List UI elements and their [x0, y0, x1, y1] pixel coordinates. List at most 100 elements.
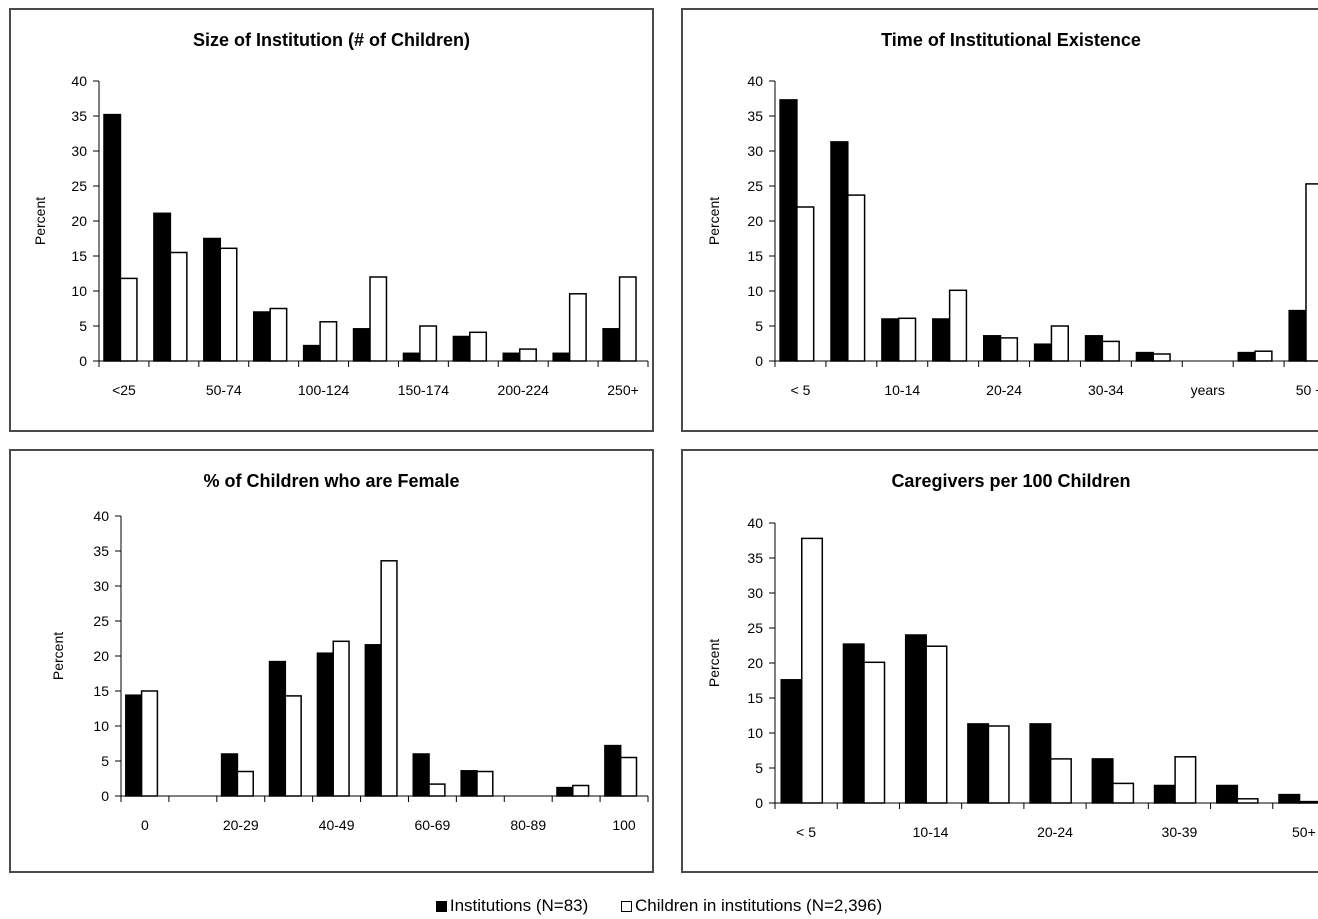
bar-children: [796, 206, 815, 362]
bar-institutions: [1216, 784, 1239, 804]
bar-institutions: [1237, 351, 1256, 362]
bar-institutions: [830, 141, 849, 362]
y-tick-label: 10: [71, 283, 87, 299]
x-tick-label: 50-74: [206, 382, 242, 398]
bar-children: [1305, 183, 1318, 362]
y-tick-label: 10: [747, 725, 763, 741]
legend-label-children: Children in institutions (N=2,396): [635, 895, 883, 915]
x-tick-label: years: [1191, 382, 1225, 398]
chart-title: % of Children who are Female: [203, 471, 459, 491]
legend-swatch-institutions: [435, 900, 447, 912]
y-axis-label: Percent: [50, 632, 66, 680]
bar-children: [380, 560, 398, 797]
bar-institutions: [556, 786, 574, 797]
legend-item-children: Children in institutions (N=2,396): [621, 896, 882, 916]
x-tick-label: 30-39: [1162, 824, 1198, 840]
bar-institutions: [1135, 351, 1155, 362]
bar-children: [219, 247, 238, 362]
chart-svg-caregivers-ratio: Caregivers per 100 Children Percent 0 5 10 15…: [706, 471, 1318, 840]
y-tick-label: 40: [93, 508, 109, 524]
x-tick-label: 60-69: [415, 817, 451, 833]
y-tick-label: 35: [747, 550, 763, 566]
bar-institutions: [932, 318, 951, 362]
bar-children: [801, 537, 824, 804]
bar-institutions: [1033, 343, 1053, 362]
y-tick-label: 35: [747, 108, 763, 124]
bar-children: [518, 348, 537, 362]
bar-institutions: [881, 318, 900, 362]
x-tick-label: 50+: [1292, 824, 1316, 840]
bar-children: [1101, 340, 1120, 362]
chart-svg-institution-size: Size of Institution (# of Children) Perce…: [32, 30, 649, 398]
bar-children: [568, 293, 587, 362]
bar-institutions: [203, 237, 222, 362]
bar-institutions: [452, 335, 471, 362]
y-tick-label: 0: [101, 788, 109, 804]
y-tick-label: 5: [755, 318, 763, 334]
bar-children: [284, 695, 302, 797]
y-tick-label: 20: [747, 213, 763, 229]
y-axis-label: Percent: [32, 197, 48, 245]
chart-svg-institutional-existence: Time of Institutional Existence Percent 0 5…: [706, 30, 1318, 398]
bar-children: [925, 645, 948, 804]
bar-institutions: [460, 770, 478, 797]
y-tick-label: 5: [79, 318, 87, 334]
x-tick-label: <25: [112, 382, 136, 398]
bar-institutions: [1278, 793, 1301, 804]
chart-svg-female-percentage: % of Children who are Female Percent 0 5 10 1…: [50, 471, 649, 833]
bar-institutions: [268, 660, 287, 797]
bar-children: [1152, 353, 1171, 362]
bar-institutions: [904, 634, 927, 804]
bar-children: [1112, 782, 1135, 804]
x-tick-label: 0: [141, 817, 149, 833]
y-tick-label: 25: [747, 620, 763, 636]
x-tick-label: 10-14: [884, 382, 920, 398]
bar-institutions: [412, 753, 430, 797]
x-tick-label: 20-24: [1037, 824, 1073, 840]
bar-institutions: [153, 212, 172, 362]
x-tick-label: 40-49: [319, 817, 355, 833]
x-tick-label: 250+: [607, 382, 639, 398]
chart-panel-institutional-existence: Time of Institutional Existence Percent 0 5…: [681, 8, 1318, 432]
chart-panel-female-percentage: % of Children who are Female Percent 0 5 10 1…: [9, 449, 654, 873]
y-tick-label: 15: [747, 690, 763, 706]
y-tick-label: 10: [93, 718, 109, 734]
x-tick-label: < 5: [791, 382, 811, 398]
bar-institutions: [1091, 758, 1114, 804]
bar-institutions: [125, 694, 143, 797]
bar-children: [169, 251, 188, 362]
y-tick-label: 0: [755, 353, 763, 369]
x-tick-label: < 5: [796, 824, 816, 840]
bar-children: [332, 640, 350, 797]
y-tick-label: 40: [747, 73, 763, 89]
bar-children: [572, 784, 590, 797]
y-tick-label: 0: [755, 795, 763, 811]
y-tick-label: 15: [71, 248, 87, 264]
bar-children: [1236, 798, 1259, 804]
bar-institutions: [982, 335, 1002, 362]
y-tick-label: 35: [71, 108, 87, 124]
bar-children: [1174, 756, 1197, 804]
x-tick-label: 50 +: [1296, 382, 1318, 398]
bar-institutions: [602, 328, 621, 362]
y-tick-label: 30: [93, 578, 109, 594]
bar-institutions: [1288, 309, 1307, 362]
y-tick-label: 10: [747, 283, 763, 299]
bar-children: [987, 725, 1010, 804]
bar-institutions: [604, 744, 622, 797]
y-tick-label: 25: [71, 178, 87, 194]
chart-title: Size of Institution (# of Children): [193, 30, 470, 50]
chart-title: Time of Institutional Existence: [881, 30, 1141, 50]
bar-institutions: [502, 352, 521, 362]
y-axis-label: Percent: [706, 197, 722, 245]
x-tick-label: 100: [612, 817, 636, 833]
legend-item-institutions: Institutions (N=83): [435, 895, 589, 916]
y-tick-label: 40: [71, 73, 87, 89]
y-tick-label: 35: [93, 543, 109, 559]
legend-label-institutions: Institutions (N=83): [449, 895, 589, 915]
bar-institutions: [302, 344, 321, 362]
y-tick-label: 30: [747, 143, 763, 159]
y-tick-label: 40: [747, 515, 763, 531]
x-tick-label: 30-34: [1088, 382, 1124, 398]
bar-children: [1050, 325, 1069, 362]
